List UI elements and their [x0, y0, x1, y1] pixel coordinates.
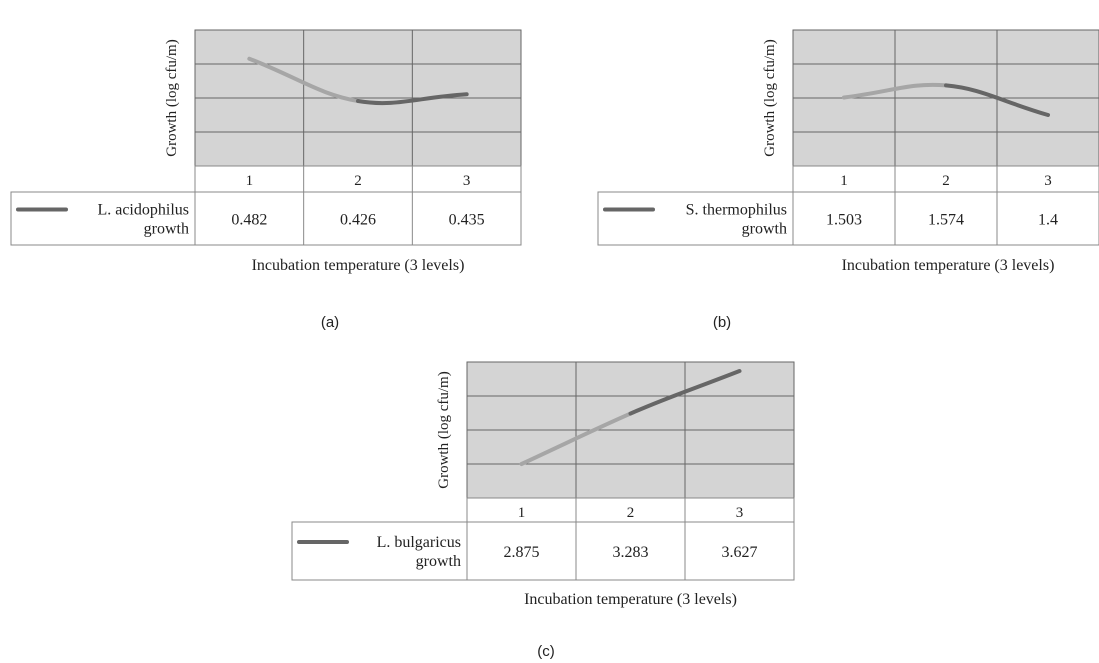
series-line-segment-2	[628, 369, 742, 416]
panel-label: (c)	[537, 643, 555, 660]
x-tick-label: 1	[518, 505, 526, 521]
data-value-label: 0.435	[449, 212, 485, 229]
data-value-label: 2.875	[504, 544, 540, 561]
x-tick-label: 3	[736, 505, 744, 521]
series-name-suffix: growth	[144, 221, 189, 238]
series-name-suffix: growth	[742, 221, 787, 238]
series-line-segment-1	[247, 56, 360, 104]
series-name: S. thermophilus	[686, 202, 787, 219]
chart-panel-2: 1 2 3 1.503 1.574 1.4 S. thermophilus growth Gro…	[597, 29, 1099, 331]
x-axis-label: Incubation temperature (3 levels)	[252, 257, 465, 274]
data-value-label: 1.503	[826, 212, 862, 229]
value-row	[597, 191, 1099, 246]
series-name: L. acidophilus	[97, 202, 189, 219]
data-value-label: 1.574	[928, 212, 964, 229]
x-tick-label: 2	[354, 173, 362, 189]
series-line-segment-2	[944, 83, 1050, 117]
value-row	[291, 521, 795, 581]
series-line-segment-2	[356, 92, 469, 106]
chart-panel-1: 1 2 3 0.482 0.426 0.435 L. acidophilus growth Gr…	[10, 29, 522, 331]
panel-label: (b)	[713, 314, 731, 331]
y-axis-label: Growth (log cfu/m)	[164, 39, 180, 156]
chart-panel-3: 1 2 3 2.875 3.283 3.627 L. bulgaricus growth Gro…	[291, 361, 795, 660]
x-tick-label: 1	[840, 173, 848, 189]
y-axis-label: Growth (log cfu/m)	[436, 371, 452, 488]
data-value-label: 0.482	[231, 212, 267, 229]
value-row	[10, 191, 522, 246]
series-name-suffix: growth	[416, 553, 461, 570]
x-axis-label: Incubation temperature (3 levels)	[524, 591, 737, 608]
x-tick-label: 2	[942, 173, 950, 189]
category-row	[466, 497, 795, 523]
x-tick-label: 2	[627, 505, 635, 521]
x-tick-label: 3	[1044, 173, 1052, 189]
y-axis-label: Growth (log cfu/m)	[762, 39, 778, 156]
data-value-label: 0.426	[340, 212, 376, 229]
data-value-label: 3.283	[613, 544, 649, 561]
x-axis-label: Incubation temperature (3 levels)	[842, 257, 1055, 274]
x-tick-label: 3	[463, 173, 471, 189]
series-line-segment-1	[519, 411, 633, 466]
x-tick-label: 1	[246, 173, 254, 189]
category-row	[792, 165, 1099, 193]
series-line-segment-1	[842, 82, 948, 100]
series-name: L. bulgaricus	[377, 534, 461, 551]
panel-label: (a)	[321, 314, 339, 331]
data-value-label: 1.4	[1038, 212, 1058, 229]
data-value-label: 3.627	[722, 544, 758, 561]
